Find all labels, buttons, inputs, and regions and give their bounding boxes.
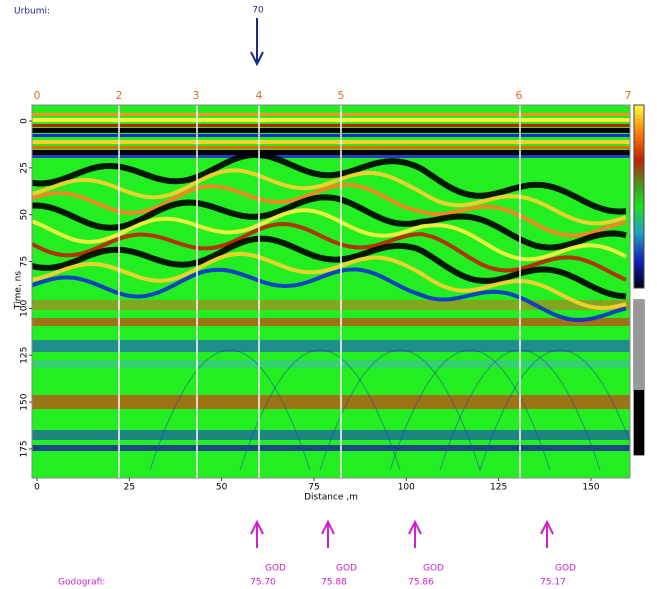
band <box>32 140 630 144</box>
marker-label: 5 <box>338 89 345 102</box>
y-tick-label: 150 <box>20 393 30 410</box>
band <box>32 340 630 352</box>
marker-label: 6 <box>516 89 523 102</box>
y-tick-label: 50 <box>20 209 30 221</box>
x-tick-label: 75 <box>308 483 319 493</box>
band <box>32 150 630 155</box>
borehole-arrowhead <box>250 51 264 67</box>
band <box>32 155 630 158</box>
urbumi-label: Urbumi: <box>14 7 50 17</box>
reflector <box>32 208 627 262</box>
y-tick-label: 100 <box>20 300 30 317</box>
x-axis-label: Distance ,m <box>304 493 358 503</box>
y-tick-label: 0 <box>20 118 30 124</box>
reflector <box>32 251 627 311</box>
reflector <box>32 194 627 251</box>
colorbar <box>633 104 645 289</box>
x-tick-label: 150 <box>582 483 599 493</box>
god-tag: GOD <box>265 564 286 574</box>
band <box>32 395 630 409</box>
x-tick-label: 25 <box>124 483 135 493</box>
marker-label: 0 <box>34 89 41 102</box>
hyperbola <box>149 349 311 471</box>
gain-bar-dark <box>634 390 644 455</box>
god-value: 75.86 <box>408 578 434 588</box>
band <box>32 134 630 137</box>
y-axis-label: Time, ns <box>14 271 24 310</box>
god-tag: GOD <box>555 564 576 574</box>
god-arrowhead <box>540 519 554 535</box>
hyperbola <box>479 349 630 471</box>
radargram <box>32 105 630 478</box>
band <box>32 360 630 368</box>
godografi-label: Godografi: <box>58 578 105 588</box>
band <box>32 124 630 127</box>
marker-label: 3 <box>193 89 200 102</box>
band <box>32 430 630 440</box>
marker-label: 4 <box>256 89 263 102</box>
reflector <box>32 168 627 226</box>
gain-bar-fill <box>634 300 644 390</box>
band <box>32 146 630 149</box>
x-tick-label: 0 <box>34 483 40 493</box>
y-tick-label: 25 <box>20 162 30 173</box>
band <box>32 445 630 451</box>
god-arrowhead <box>321 519 335 535</box>
marker-label: 7 <box>625 89 632 102</box>
band <box>32 118 630 122</box>
god-value: 75.17 <box>540 578 566 588</box>
reflector <box>32 182 627 238</box>
reflector <box>32 221 627 282</box>
x-tick-label: 100 <box>398 483 415 493</box>
band <box>32 113 630 116</box>
god-value: 75.88 <box>321 578 347 588</box>
reflector <box>32 235 627 300</box>
god-value: 75.70 <box>250 578 276 588</box>
god-tag: GOD <box>336 564 357 574</box>
reflector <box>32 267 627 323</box>
hyperbola <box>389 349 551 471</box>
band <box>32 318 630 326</box>
god-tag: GOD <box>423 564 444 574</box>
plot-frame <box>31 104 631 479</box>
hyperbola <box>239 349 401 471</box>
band <box>32 300 630 310</box>
marker-label: 2 <box>116 89 123 102</box>
band <box>32 128 630 133</box>
y-tick-label: 125 <box>20 347 30 364</box>
god-arrowhead <box>250 519 264 535</box>
x-tick-label: 125 <box>490 483 507 493</box>
borehole-label: 70 <box>252 6 264 16</box>
y-tick-label: 175 <box>20 440 30 457</box>
reflector <box>32 151 627 215</box>
y-tick-label: 75 <box>20 256 30 267</box>
god-arrowhead <box>408 519 422 535</box>
x-tick-label: 50 <box>216 483 228 493</box>
